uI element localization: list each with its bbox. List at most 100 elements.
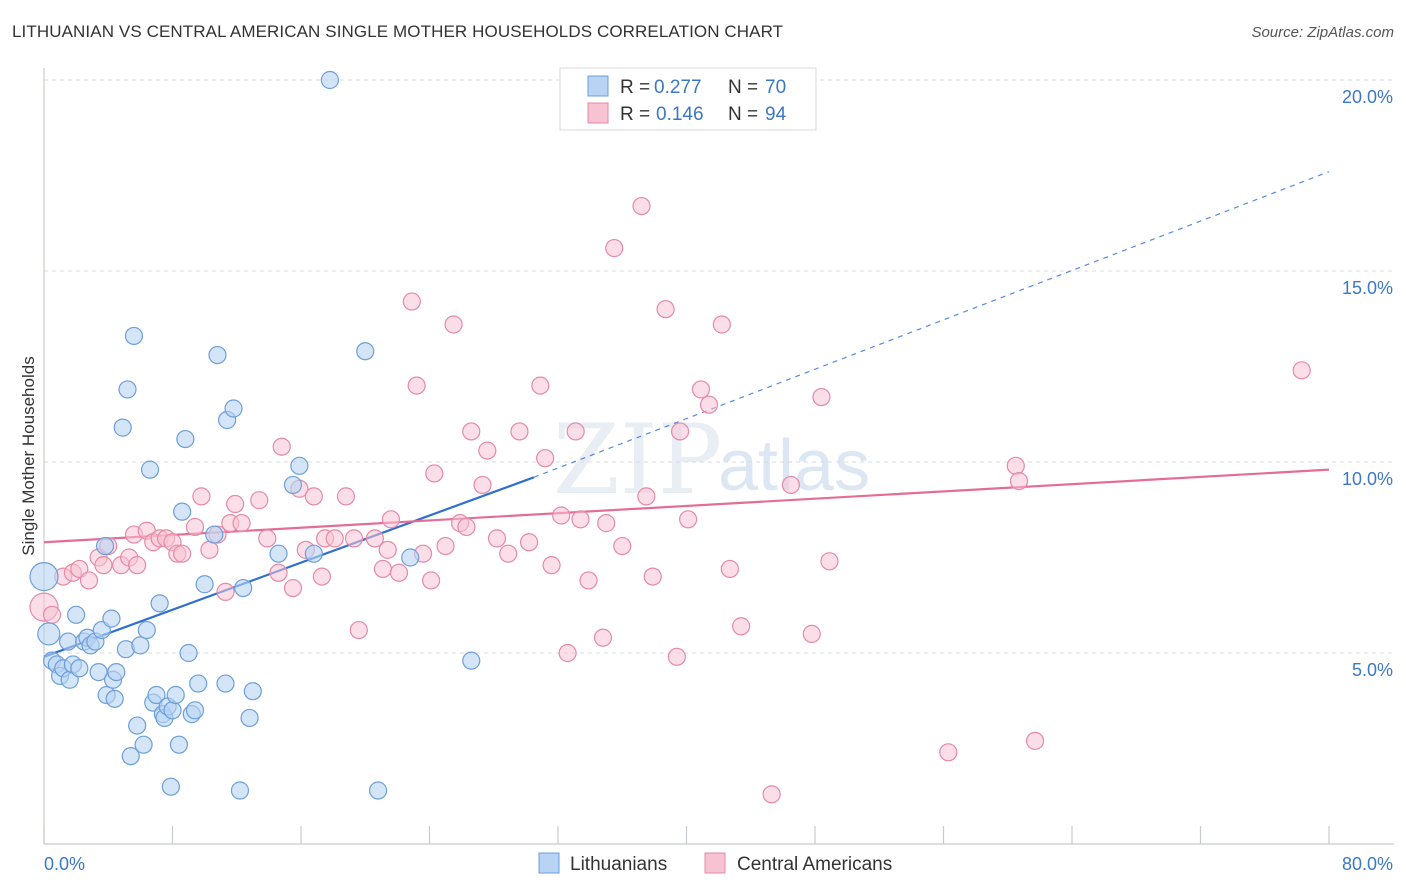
lithuanians-point (166, 685, 185, 705)
central-americans-point (473, 475, 492, 495)
legend-n-label-2: N = (728, 104, 758, 125)
lithuanians-point (176, 429, 195, 449)
central-americans-point (250, 491, 269, 510)
central-americans-point (597, 514, 616, 533)
lithuanians-point (105, 689, 124, 708)
central-americans-point (1006, 456, 1025, 475)
central-americans-point (344, 529, 364, 548)
central-americans-point (381, 510, 401, 529)
central-americans-point (232, 514, 251, 533)
central-americans-point (536, 449, 555, 468)
lithuanians-point (134, 735, 153, 754)
trend-line-central-americans (43, 468, 1330, 544)
axes (43, 68, 1394, 845)
central-americans-point (531, 376, 550, 395)
lithuanians-point (89, 662, 108, 682)
watermark-atlas: atlas (718, 426, 870, 506)
y-tick-label-10: 10.0% (1342, 469, 1393, 489)
lithuanians-point (70, 659, 89, 678)
lithuanians-point (37, 622, 61, 646)
source-note: Source: ZipAtlas.com (1251, 24, 1394, 41)
central-americans-point (712, 315, 731, 334)
central-americans-point (42, 605, 62, 624)
trend-line-lithuanians-extension (533, 171, 1330, 478)
central-americans-point (336, 487, 356, 506)
central-americans-point (812, 387, 831, 407)
lithuanians-point (102, 609, 121, 628)
lithuanians-point (29, 561, 59, 592)
lithuanians-point (95, 536, 115, 556)
lithuanians-point (189, 674, 208, 693)
central-americans-point (637, 487, 656, 506)
legend-n-value-1: 70 (765, 77, 786, 98)
series-legend: Lithuanians Central Americans (538, 852, 892, 875)
lithuanians-point (462, 651, 481, 670)
central-americans-point (272, 437, 291, 456)
lithuanians-point (161, 777, 180, 796)
central-americans-point (802, 624, 821, 644)
legend-r-label-1: R = (620, 77, 650, 98)
lithuanians-point (118, 380, 137, 399)
central-americans-point (593, 628, 613, 647)
lithuanians-point (113, 418, 132, 437)
lithuanians-point (243, 682, 262, 701)
lithuanians-point (356, 342, 375, 361)
central-americans-point (613, 536, 632, 556)
lithuanians-point (179, 643, 198, 663)
central-americans-point (304, 487, 323, 506)
central-americans-point (373, 559, 393, 579)
y-tick-label-15: 15.0% (1342, 278, 1393, 298)
lithuanians-point (304, 544, 323, 563)
central-americans-point (389, 563, 409, 582)
legend-swatch-central-americans (587, 102, 609, 124)
legend-n-value-2: 94 (765, 104, 787, 125)
central-americans-point (216, 582, 235, 601)
lithuanians-point (131, 636, 150, 655)
central-americans-point (478, 441, 497, 460)
central-americans-point (200, 540, 219, 559)
legend-r-value-1: 0.277 (654, 77, 702, 98)
central-americans-point (425, 464, 444, 483)
lithuanians-point (169, 735, 189, 754)
bottom-legend-swatch-lithuanians (538, 852, 560, 874)
lithuanians-point (240, 708, 259, 728)
lithuanians-point (140, 460, 160, 479)
central-americans-point (667, 647, 686, 666)
central-americans-point (510, 422, 529, 441)
lithuanians-point (58, 632, 78, 651)
grid-lines (44, 79, 1394, 654)
lithuanians-point (290, 456, 309, 475)
central-americans-point (407, 376, 426, 395)
central-americans-point (571, 510, 590, 529)
lithuanians-point (283, 475, 303, 495)
lithuanians-point (205, 525, 224, 544)
central-americans-point (691, 380, 711, 399)
watermark-zip: ZIP (553, 404, 722, 516)
central-americans-point (542, 556, 561, 575)
lithuanians-point (124, 326, 144, 346)
legend-swatch-lithuanians (587, 75, 609, 97)
lithuanians-point (216, 674, 235, 693)
central-americans-point (566, 422, 585, 441)
central-americans-point (185, 517, 205, 537)
lithuanians-point (173, 502, 192, 521)
trend-line-lithuanians (43, 476, 535, 658)
lithuanians-point (137, 620, 156, 640)
lithuanians-point (195, 575, 214, 594)
x-tick-label-max: 80.0% (1342, 854, 1393, 874)
lithuanians-point (107, 662, 126, 682)
correlation-legend: R = 0.277 N = 70 R = 0.146 N = 94 (559, 67, 817, 131)
central-americans-point (656, 300, 675, 319)
lithuanians-point (234, 578, 253, 598)
y-tick-label-20: 20.0% (1342, 87, 1393, 107)
central-americans-point (579, 571, 598, 590)
lithuanians-point (369, 781, 388, 800)
central-americans-point (79, 571, 99, 590)
bottom-legend-swatch-central-americans (704, 852, 726, 874)
lithuanians-point (224, 399, 243, 418)
central-americans-point (643, 567, 662, 586)
central-americans-point (444, 315, 463, 334)
central-americans-point (519, 533, 539, 552)
central-americans-point (462, 422, 481, 441)
